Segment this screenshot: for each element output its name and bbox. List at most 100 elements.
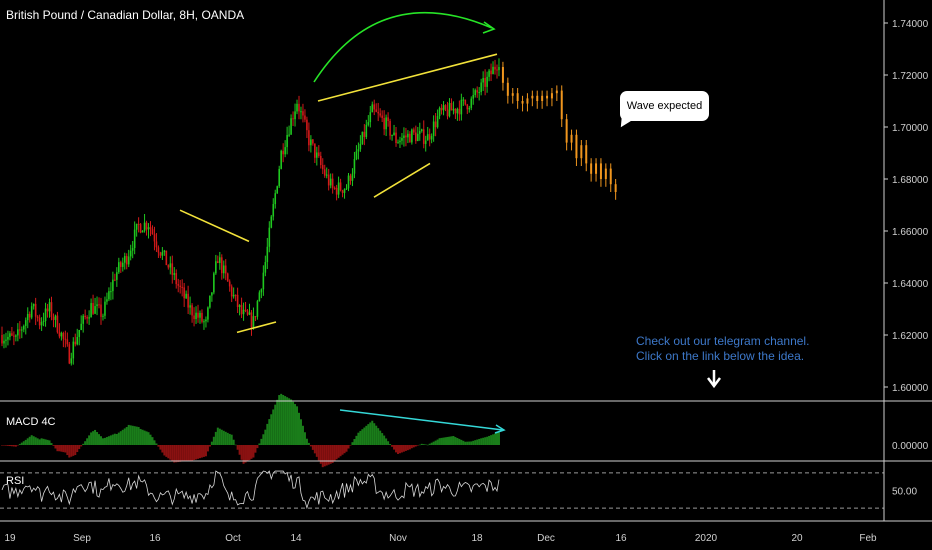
candle-body xyxy=(436,116,439,128)
macd-bar xyxy=(426,444,429,446)
candle-body xyxy=(114,279,116,281)
candle-body xyxy=(199,312,201,318)
macd-bar xyxy=(361,429,364,445)
candle-body xyxy=(15,335,17,337)
macd-bar xyxy=(169,445,172,460)
macd-bar xyxy=(62,445,65,453)
projection-bar xyxy=(604,168,607,179)
macd-bar xyxy=(482,437,485,445)
candle-body xyxy=(131,248,134,251)
macd-bar xyxy=(317,445,320,461)
macd-bar xyxy=(191,445,194,461)
macd-bar xyxy=(278,395,281,445)
candle-body xyxy=(98,304,100,306)
macd-bar xyxy=(464,441,467,445)
candle-body xyxy=(363,131,366,137)
macd-bar xyxy=(480,438,483,445)
candle-body xyxy=(76,336,79,345)
candle-body xyxy=(424,140,427,144)
price-tick-label: 1.74000 xyxy=(892,19,929,30)
projection-bar xyxy=(546,95,549,99)
candle-body xyxy=(157,247,160,253)
price-tick-label: 1.72000 xyxy=(892,71,929,82)
candle-body xyxy=(304,115,306,120)
time-tick-label: Nov xyxy=(389,533,407,544)
macd-bar xyxy=(117,432,120,445)
candle-body xyxy=(90,303,92,318)
macd-bar xyxy=(72,445,75,456)
macd-bar xyxy=(418,444,421,446)
macd-bar xyxy=(240,445,243,460)
candle-body xyxy=(399,140,401,143)
macd-bar xyxy=(440,437,443,445)
macd-bar xyxy=(345,445,348,452)
macd-bar xyxy=(266,423,269,445)
candle-body xyxy=(468,107,471,110)
projection-bar xyxy=(560,90,563,120)
candle-body xyxy=(284,147,286,155)
wave-arc xyxy=(313,11,493,83)
macd-bar xyxy=(268,419,271,445)
candle-body xyxy=(387,117,389,122)
macd-bar xyxy=(64,445,67,453)
candle-body xyxy=(100,304,102,317)
candle-body xyxy=(159,252,162,256)
candle-body xyxy=(191,305,193,316)
drawings xyxy=(179,11,721,434)
macd-bar xyxy=(371,420,374,445)
candle-body xyxy=(258,292,261,302)
macd-bar xyxy=(290,399,293,445)
macd-bar xyxy=(224,431,227,445)
macd-bar xyxy=(448,436,451,445)
candle-body xyxy=(236,294,239,307)
candle-body xyxy=(185,293,187,299)
macd-bar xyxy=(250,445,253,459)
candle-body xyxy=(38,317,41,326)
macd-bar xyxy=(353,439,356,445)
macd-bar xyxy=(383,435,386,445)
macd-bar xyxy=(232,439,235,445)
time-tick-label: 18 xyxy=(471,533,483,544)
macd-bar xyxy=(254,445,257,453)
macd-bar xyxy=(379,430,382,445)
candle-body xyxy=(395,132,397,144)
macd-bar xyxy=(309,445,312,447)
price-tick-label: 1.70000 xyxy=(892,123,929,134)
candle-body xyxy=(40,322,43,326)
candle-body xyxy=(415,132,417,142)
macd-bar xyxy=(412,445,415,448)
macd-bar xyxy=(284,396,287,445)
candle-body xyxy=(266,246,269,263)
candle-body xyxy=(385,117,387,130)
candle-body xyxy=(323,169,326,176)
macd-bar xyxy=(113,433,116,445)
macd-divergence-line xyxy=(339,409,504,431)
rsi-tick-label: 50.00 xyxy=(892,487,917,498)
macd-bar xyxy=(363,427,366,445)
macd-bar xyxy=(133,426,136,445)
candle-body xyxy=(50,302,53,318)
candle-body xyxy=(486,76,488,87)
candle-body xyxy=(129,250,132,257)
projection-bar xyxy=(536,95,539,101)
candle-body xyxy=(276,186,279,194)
candle-body xyxy=(64,338,67,340)
macd-bar xyxy=(204,445,207,457)
candle-body xyxy=(88,317,90,319)
macd-bar xyxy=(246,445,249,462)
macd-label: MACD 4C xyxy=(6,416,56,428)
time-tick-label: 20 xyxy=(791,533,803,544)
macd-bar xyxy=(398,445,401,454)
candle-body xyxy=(319,155,322,166)
macd-bar xyxy=(325,445,328,466)
macd-bar xyxy=(123,428,126,445)
chart-title: British Pound / Canadian Dollar, 8H, OAN… xyxy=(6,8,245,22)
macd-arrowhead xyxy=(494,424,506,434)
macd-bar xyxy=(44,439,47,445)
candle-body xyxy=(78,329,81,337)
macd-bar xyxy=(438,438,441,445)
time-tick-label: Feb xyxy=(859,533,877,544)
macd-bar xyxy=(446,436,449,445)
candle-body xyxy=(1,335,3,344)
candle-body xyxy=(145,222,148,230)
